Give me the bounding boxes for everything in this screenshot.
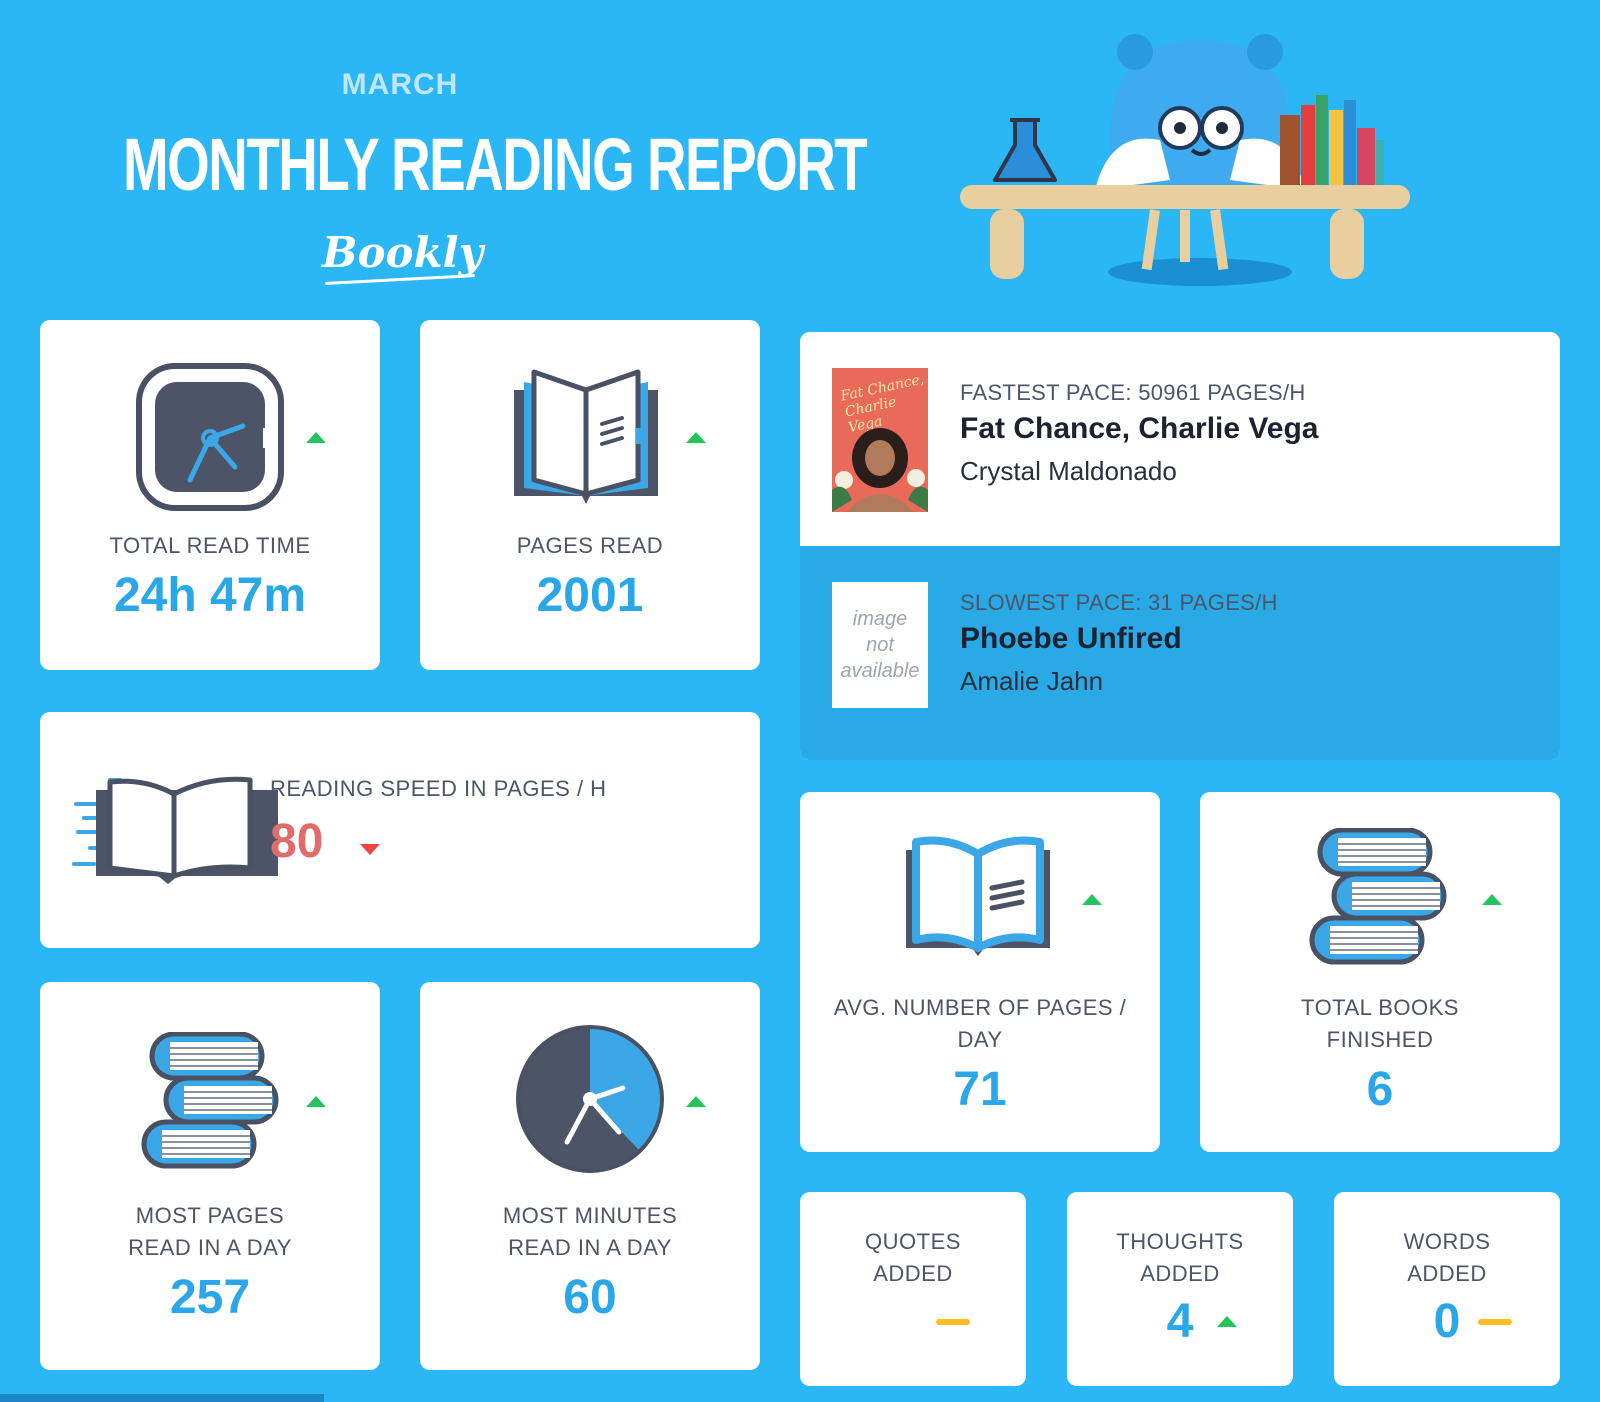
stat-label-line2: ADDED xyxy=(1140,1261,1220,1286)
slowest-pace-heading: SLOWEST PACE: 31 PAGES/H xyxy=(960,590,1278,615)
trend-up-indicator xyxy=(686,1096,706,1107)
fastest-pace-heading: FASTEST PACE: 50961 PAGES/H xyxy=(960,380,1306,405)
book-stack-icon xyxy=(141,1032,279,1169)
stat-value: 0 xyxy=(1433,1295,1461,1348)
stat-label-line1: MOST MINUTES xyxy=(502,1203,678,1228)
book-cover-placeholder: image not available xyxy=(832,582,928,708)
stat-value: 2001 xyxy=(536,569,644,622)
slowest-book-title[interactable]: Phoebe Unfired xyxy=(960,622,1182,655)
stat-label-line1: QUOTES xyxy=(865,1229,961,1254)
stat-label: TOTAL READ TIME xyxy=(109,533,311,558)
report-month: MARCH xyxy=(341,68,459,101)
most-pages-day-card: MOST PAGES READ IN A DAY 257 xyxy=(40,982,380,1370)
book-stack-icon xyxy=(1309,828,1447,965)
total-books-finished-card: TOTAL BOOKS FINISHED 6 xyxy=(1200,792,1560,1152)
trend-flat-indicator xyxy=(1478,1319,1512,1325)
cover-portrait xyxy=(832,428,928,512)
stat-label-line1: WORDS xyxy=(1403,1229,1491,1254)
pie-clock-icon xyxy=(516,1025,664,1173)
most-minutes-day-card: MOST MINUTES READ IN A DAY 60 xyxy=(420,982,760,1370)
report-title: MONTHLY READING REPORT xyxy=(123,123,868,206)
avg-pages-day-card: AVG. NUMBER OF PAGES / DAY 71 xyxy=(800,792,1160,1152)
open-book-icon xyxy=(906,836,1050,956)
total-read-time-card: TOTAL READ TIME 24h 47m xyxy=(40,320,380,670)
slowest-book-author: Amalie Jahn xyxy=(960,666,1104,696)
trend-up-indicator xyxy=(1082,894,1102,905)
stat-label-line1: TOTAL BOOKS xyxy=(1301,995,1459,1020)
stat-value: 60 xyxy=(563,1271,617,1324)
stat-value: 4 xyxy=(1166,1295,1194,1348)
pace-card: Fat Chance, Charlie Vega FASTEST PACE: 5… xyxy=(800,332,1560,760)
stat-label-line2: FINISHED xyxy=(1326,1027,1434,1052)
trend-up-indicator xyxy=(1482,894,1502,905)
open-book-icon xyxy=(514,369,658,504)
thoughts-added-card: THOUGHTS ADDED 4 xyxy=(1067,1192,1293,1386)
brand-logo: Bookly xyxy=(322,228,483,277)
stat-value: 6 xyxy=(1366,1063,1394,1116)
trend-down-indicator xyxy=(360,844,380,855)
stat-value: 24h 47m xyxy=(113,569,307,622)
slowest-pace-section: image not available SLOWEST PACE: 31 PAG… xyxy=(800,546,1560,760)
fast-book-icon xyxy=(72,776,278,884)
stat-label: PAGES READ xyxy=(516,533,664,558)
placeholder-line2: not xyxy=(866,634,894,656)
stat-label-line1: THOUGHTS xyxy=(1116,1229,1244,1254)
quotes-added-card: QUOTES ADDED xyxy=(800,1192,1026,1386)
trend-up-indicator xyxy=(686,432,706,443)
stat-label-line2: ADDED xyxy=(873,1261,953,1286)
trend-flat-indicator xyxy=(936,1319,970,1325)
fastest-pace-section: Fat Chance, Charlie Vega FASTEST PACE: 5… xyxy=(800,332,1560,546)
stat-label: READING SPEED IN PAGES / H xyxy=(270,776,607,801)
stat-label-line2: DAY xyxy=(957,1027,1003,1052)
book-cover-fat-chance: Fat Chance, Charlie Vega xyxy=(832,368,928,512)
stat-value: 257 xyxy=(169,1271,251,1324)
stat-label-line2: ADDED xyxy=(1407,1261,1487,1286)
placeholder-line3: available xyxy=(840,660,920,682)
pages-read-card: PAGES READ 2001 xyxy=(420,320,760,670)
bottom-progress-bar xyxy=(0,1394,324,1402)
fastest-book-title[interactable]: Fat Chance, Charlie Vega xyxy=(960,412,1319,445)
scientist-owl-mascot-illustration xyxy=(960,34,1410,286)
trend-up-indicator xyxy=(306,432,326,443)
clock-icon xyxy=(136,363,284,511)
trend-up-indicator xyxy=(1217,1316,1237,1327)
reading-speed-card: READING SPEED IN PAGES / H 80 xyxy=(40,712,760,948)
stat-value: 80 xyxy=(270,815,324,868)
words-added-card: WORDS ADDED 0 xyxy=(1334,1192,1560,1386)
trend-up-indicator xyxy=(306,1096,326,1107)
fastest-book-author: Crystal Maldonado xyxy=(960,456,1177,486)
stat-label-line2: READ IN A DAY xyxy=(128,1235,292,1260)
stat-label-line1: AVG. NUMBER OF PAGES / xyxy=(833,995,1127,1020)
stat-value: 71 xyxy=(953,1063,1007,1116)
stat-label-line1: MOST PAGES xyxy=(135,1203,285,1228)
placeholder-line1: image xyxy=(852,608,908,630)
stat-label-line2: READ IN A DAY xyxy=(508,1235,672,1260)
